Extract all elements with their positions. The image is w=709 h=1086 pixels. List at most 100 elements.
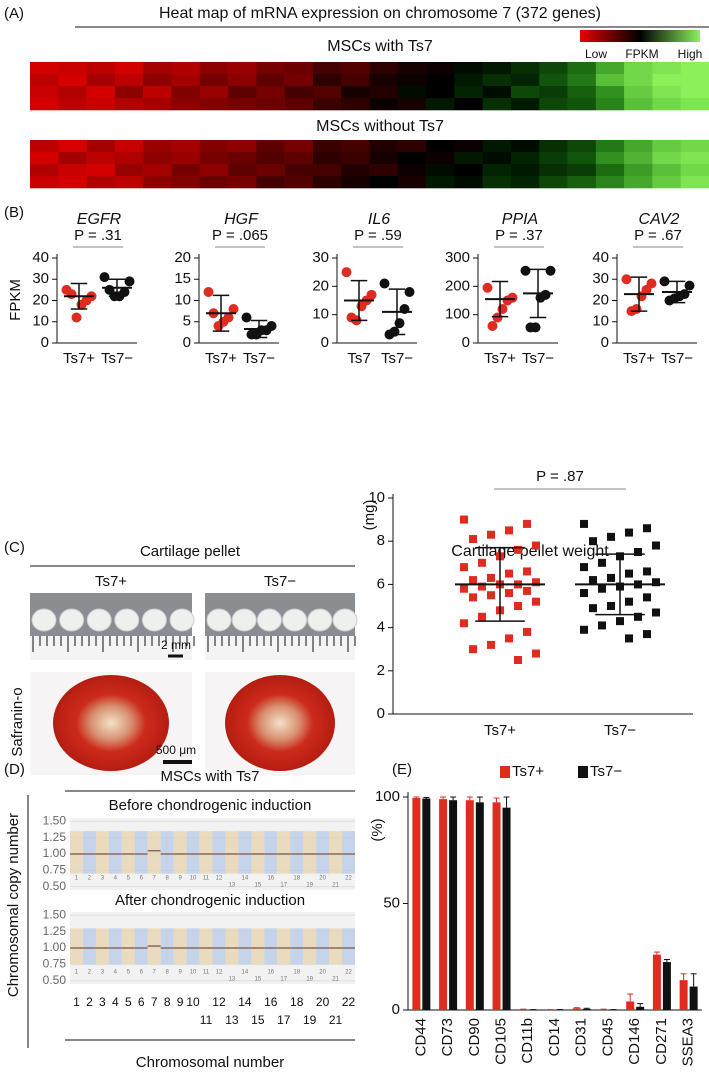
- y-tick-label: 0: [601, 334, 609, 351]
- data-point: [505, 526, 513, 535]
- heatmap-cell: [426, 152, 455, 165]
- data-point: [478, 558, 486, 567]
- heatmap-cell: [199, 152, 229, 165]
- chromosome-mini-label: 11: [203, 876, 210, 882]
- y-tick-label: 0.50: [43, 879, 67, 893]
- heatmap-cell: [539, 164, 568, 177]
- heatmap-cell: [171, 140, 201, 153]
- heatmap-cell: [228, 152, 257, 165]
- y-tick-label: 100: [375, 788, 400, 805]
- data-point: [523, 519, 531, 528]
- heatmap-title: MSCs without Ts7: [316, 118, 444, 135]
- chromosome-mini-label: 21: [332, 977, 339, 983]
- heatmap-cell: [624, 98, 653, 111]
- data-point: [625, 597, 633, 606]
- y-tick-label: 10: [592, 313, 609, 330]
- chromosome-mini-label: 2: [88, 876, 92, 882]
- heatmap-cell: [397, 86, 427, 99]
- heatmap-cell: [114, 86, 144, 99]
- noise-band: [70, 928, 83, 965]
- pellet: [282, 608, 308, 632]
- chromosome-mini-label: 1: [75, 970, 79, 976]
- y-tick-label: 50: [383, 894, 400, 911]
- heatmap-cell: [341, 98, 370, 111]
- x-tick-label: 5: [125, 995, 132, 1009]
- ruler: [205, 636, 355, 660]
- data-point: [341, 267, 352, 278]
- y-tick-label: 0: [183, 334, 191, 351]
- heatmap-cell: [369, 86, 399, 99]
- heatmap-cell: [624, 152, 653, 165]
- heatmap-cell: [256, 62, 285, 75]
- heatmap-cell: [652, 152, 682, 165]
- data-point: [482, 282, 493, 293]
- heatmap-cell: [652, 74, 682, 87]
- y-tick-label: 10: [312, 306, 329, 323]
- noise-band: [329, 831, 343, 874]
- heatmap-cell: [114, 176, 144, 189]
- data-point: [492, 312, 503, 323]
- x-tick-label: Ts7: [347, 350, 370, 367]
- chromosome-mini-label: 8: [165, 876, 169, 882]
- x-tick-label: 22: [342, 995, 356, 1009]
- chromosome-mini-label: 8: [165, 970, 169, 976]
- y-tick-label: 20: [174, 249, 191, 266]
- heatmap-cell: [369, 98, 399, 111]
- chromosome-mini-label: 2: [88, 970, 92, 976]
- y-tick-label: 1.50: [43, 907, 67, 921]
- heatmap-cell: [256, 98, 285, 111]
- data-point: [478, 612, 486, 621]
- bar: [689, 986, 698, 1010]
- x-tick-label: 7: [151, 995, 158, 1009]
- heatmap-cell: [30, 176, 59, 189]
- data-point: [241, 312, 252, 323]
- heatmap-cell: [482, 86, 512, 99]
- data-point: [404, 287, 415, 297]
- noise-band: [264, 928, 278, 965]
- x-tick-label: Ts7−: [522, 350, 554, 367]
- x-tick-label: Ts7+: [484, 350, 516, 367]
- legend-label: Ts7+: [512, 763, 544, 780]
- plot-subtitle: After chondrogenic induction: [115, 892, 305, 909]
- data-point: [502, 295, 513, 306]
- y-tick-label: 0: [462, 334, 470, 351]
- heatmap-cell: [284, 176, 314, 189]
- heatmap-cell: [426, 74, 455, 87]
- heatmap-cell: [228, 62, 257, 75]
- x-tick-label: CD45: [599, 1018, 616, 1056]
- heatmap-cell: [341, 176, 370, 189]
- heatmap-cell: [510, 176, 540, 189]
- p-value: P = .87: [536, 468, 584, 485]
- pellet: [206, 608, 232, 632]
- heatmap-cell: [454, 140, 483, 153]
- panel-title: MSCs with Ts7: [161, 768, 260, 785]
- heatmap-cell: [312, 152, 342, 165]
- heatmap-cell: [624, 86, 653, 99]
- data-point: [487, 640, 495, 649]
- x-tick-label: CD44: [412, 1018, 429, 1056]
- data-point: [66, 289, 77, 300]
- x-tick-label: 12: [212, 995, 226, 1009]
- panel-label: (E): [392, 761, 412, 778]
- y-tick-label: 0: [377, 705, 385, 722]
- x-tick-label: 15: [251, 1013, 265, 1027]
- chart-title: EGFR: [77, 211, 122, 228]
- legend-low: Low: [585, 47, 607, 61]
- y-tick-label: 1.25: [43, 924, 67, 938]
- y-tick-label: 1.25: [43, 830, 67, 844]
- data-point: [625, 569, 633, 578]
- data-point: [497, 304, 508, 314]
- heatmap-cell: [86, 176, 116, 189]
- data-point: [213, 321, 224, 331]
- pellet-section: [225, 675, 335, 771]
- chart-title: CAV2: [639, 211, 680, 228]
- data-point: [394, 318, 405, 329]
- y-tick-label: 0: [392, 1001, 400, 1018]
- heatmap-cell: [539, 140, 568, 153]
- heatmap-cell: [284, 98, 314, 111]
- x-axis-label: Chromosomal number: [136, 1054, 284, 1071]
- noise-band: [108, 928, 122, 965]
- heatmap-cell: [624, 140, 653, 153]
- x-tick-label: 14: [238, 995, 252, 1009]
- heatmap-cell: [595, 176, 625, 189]
